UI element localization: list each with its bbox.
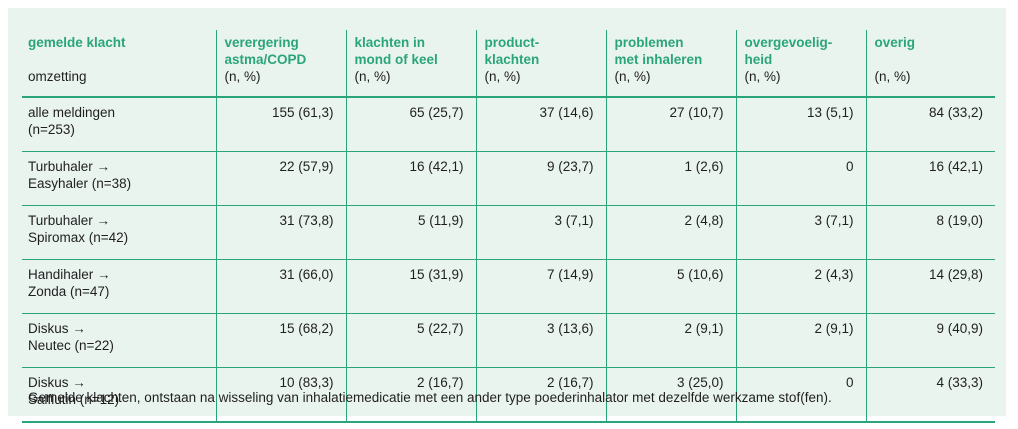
- header-label-line2: met inhaleren: [614, 52, 703, 67]
- table-row: Diskus → Salflutin (n=12) 10 (83,3) 2 (16,7…: [22, 367, 995, 423]
- header-unit: (n, %): [874, 69, 911, 84]
- header-label-line1: problemen: [614, 35, 684, 50]
- value-cell: 5 (10,6): [605, 259, 736, 314]
- header-label: gemelde klacht: [28, 35, 126, 50]
- value-cell: 2 (16,7): [475, 367, 606, 423]
- value-cell: 16 (42,1): [345, 151, 476, 206]
- header-unit: (n, %): [224, 69, 261, 84]
- header-unit: (n, %): [614, 69, 651, 84]
- header-unit: (n, %): [744, 69, 781, 84]
- value-cell: 15 (31,9): [345, 259, 476, 314]
- value-cell: 3 (25,0): [605, 367, 736, 423]
- value-cell: 84 (33,2): [865, 97, 995, 152]
- row-label-line1: alle meldingen: [28, 105, 116, 120]
- row-label-line2: Easyhaler (n=38): [28, 176, 132, 191]
- row-label: Diskus → Salflutin (n=12): [22, 367, 216, 423]
- header-unit: (n, %): [484, 69, 521, 84]
- value-cell: 155 (61,3): [215, 97, 346, 152]
- header-label-line2: astma/COPD: [224, 52, 307, 67]
- value-cell: 14 (29,8): [865, 259, 995, 314]
- value-cell: 9 (23,7): [475, 151, 606, 206]
- value-cell: 22 (57,9): [215, 151, 346, 206]
- value-cell: 2 (16,7): [345, 367, 476, 423]
- value-cell: 5 (22,7): [345, 313, 476, 368]
- row-label-line1: Turbuhaler →: [28, 159, 111, 174]
- header-cell: klachten in mond of keel (n, %): [345, 30, 476, 98]
- header-cell: product-klachten (n, %): [475, 30, 606, 98]
- row-label-line2: Neutec (n=22): [28, 338, 114, 353]
- table-row: Turbuhaler → Spiromax (n=42) 31 (73,8) 5 (1…: [22, 205, 995, 260]
- value-cell: 0: [735, 367, 866, 423]
- row-label: Diskus → Neutec (n=22): [22, 313, 216, 368]
- header-cell: verergering astma/COPD (n, %): [215, 30, 346, 98]
- value-cell: 2 (4,3): [735, 259, 866, 314]
- table-row: alle meldingen (n=253) 155 (61,3) 65 (25,7)…: [22, 97, 995, 152]
- row-label: Turbuhaler → Spiromax (n=42): [22, 205, 216, 260]
- row-label-line2: (n=253): [28, 122, 75, 137]
- table-panel: gemelde klacht omzetting verergering astm…: [8, 8, 1006, 423]
- value-cell: 2 (4,8): [605, 205, 736, 260]
- value-cell: 10 (83,3): [215, 367, 346, 423]
- header-row: gemelde klacht omzetting verergering astm…: [22, 30, 995, 98]
- value-cell: 16 (42,1): [865, 151, 995, 206]
- header-sub-label: omzetting: [28, 69, 87, 84]
- row-label-line1: Handihaler →: [28, 267, 111, 282]
- header-cell-complaint: gemelde klacht omzetting: [22, 30, 216, 98]
- header-unit: (n, %): [354, 69, 391, 84]
- header-label-line2: heid: [744, 52, 773, 67]
- value-cell: 3 (13,6): [475, 313, 606, 368]
- header-cell: problemen met inhaleren (n, %): [605, 30, 736, 98]
- value-cell: 31 (66,0): [215, 259, 346, 314]
- header-label-line1: overig: [874, 35, 916, 50]
- value-cell: 4 (33,3): [865, 367, 995, 423]
- header-label-line2: klachten: [484, 52, 540, 67]
- complaints-table: gemelde klacht omzetting verergering astm…: [22, 30, 995, 423]
- row-label: Turbuhaler → Easyhaler (n=38): [22, 151, 216, 206]
- value-cell: 5 (11,9): [345, 205, 476, 260]
- header-cell: overig (n, %): [865, 30, 995, 98]
- value-cell: 9 (40,9): [865, 313, 995, 368]
- value-cell: 8 (19,0): [865, 205, 995, 260]
- value-cell: 13 (5,1): [735, 97, 866, 152]
- row-label: alle meldingen (n=253): [22, 97, 216, 152]
- value-cell: 1 (2,6): [605, 151, 736, 206]
- value-cell: 27 (10,7): [605, 97, 736, 152]
- value-cell: 2 (9,1): [605, 313, 736, 368]
- table-row: Handihaler → Zonda (n=47) 31 (66,0) 15 (31,…: [22, 259, 995, 314]
- header-label-line1: product-: [484, 35, 540, 50]
- value-cell: 0: [735, 151, 866, 206]
- value-cell: 3 (7,1): [475, 205, 606, 260]
- value-cell: 3 (7,1): [735, 205, 866, 260]
- value-cell: 31 (73,8): [215, 205, 346, 260]
- header-label-line1: klachten in: [354, 35, 426, 50]
- row-label-line1: Diskus →: [28, 375, 86, 390]
- value-cell: 15 (68,2): [215, 313, 346, 368]
- row-label-line2: Spiromax (n=42): [28, 230, 129, 245]
- value-cell: 37 (14,6): [475, 97, 606, 152]
- header-label-line2: mond of keel: [354, 52, 438, 67]
- value-cell: 2 (9,1): [735, 313, 866, 368]
- row-label-line2: Salflutin (n=12): [28, 392, 120, 407]
- row-label-line1: Turbuhaler →: [28, 213, 111, 228]
- table-row: Turbuhaler → Easyhaler (n=38) 22 (57,9) 16 …: [22, 151, 995, 206]
- value-cell: 7 (14,9): [475, 259, 606, 314]
- row-label-line1: Diskus →: [28, 321, 86, 336]
- table-caption: Gemelde klachten, ontstaan na wisseling …: [28, 390, 832, 405]
- header-label-line1: overgevoelig-: [744, 35, 833, 50]
- row-label-line2: Zonda (n=47): [28, 284, 110, 299]
- value-cell: 65 (25,7): [345, 97, 476, 152]
- header-label-line1: verergering: [224, 35, 299, 50]
- header-cell: overgevoelig-heid (n, %): [735, 30, 866, 98]
- table-row: Diskus → Neutec (n=22) 15 (68,2) 5 (22,7) 3 …: [22, 313, 995, 368]
- row-label: Handihaler → Zonda (n=47): [22, 259, 216, 314]
